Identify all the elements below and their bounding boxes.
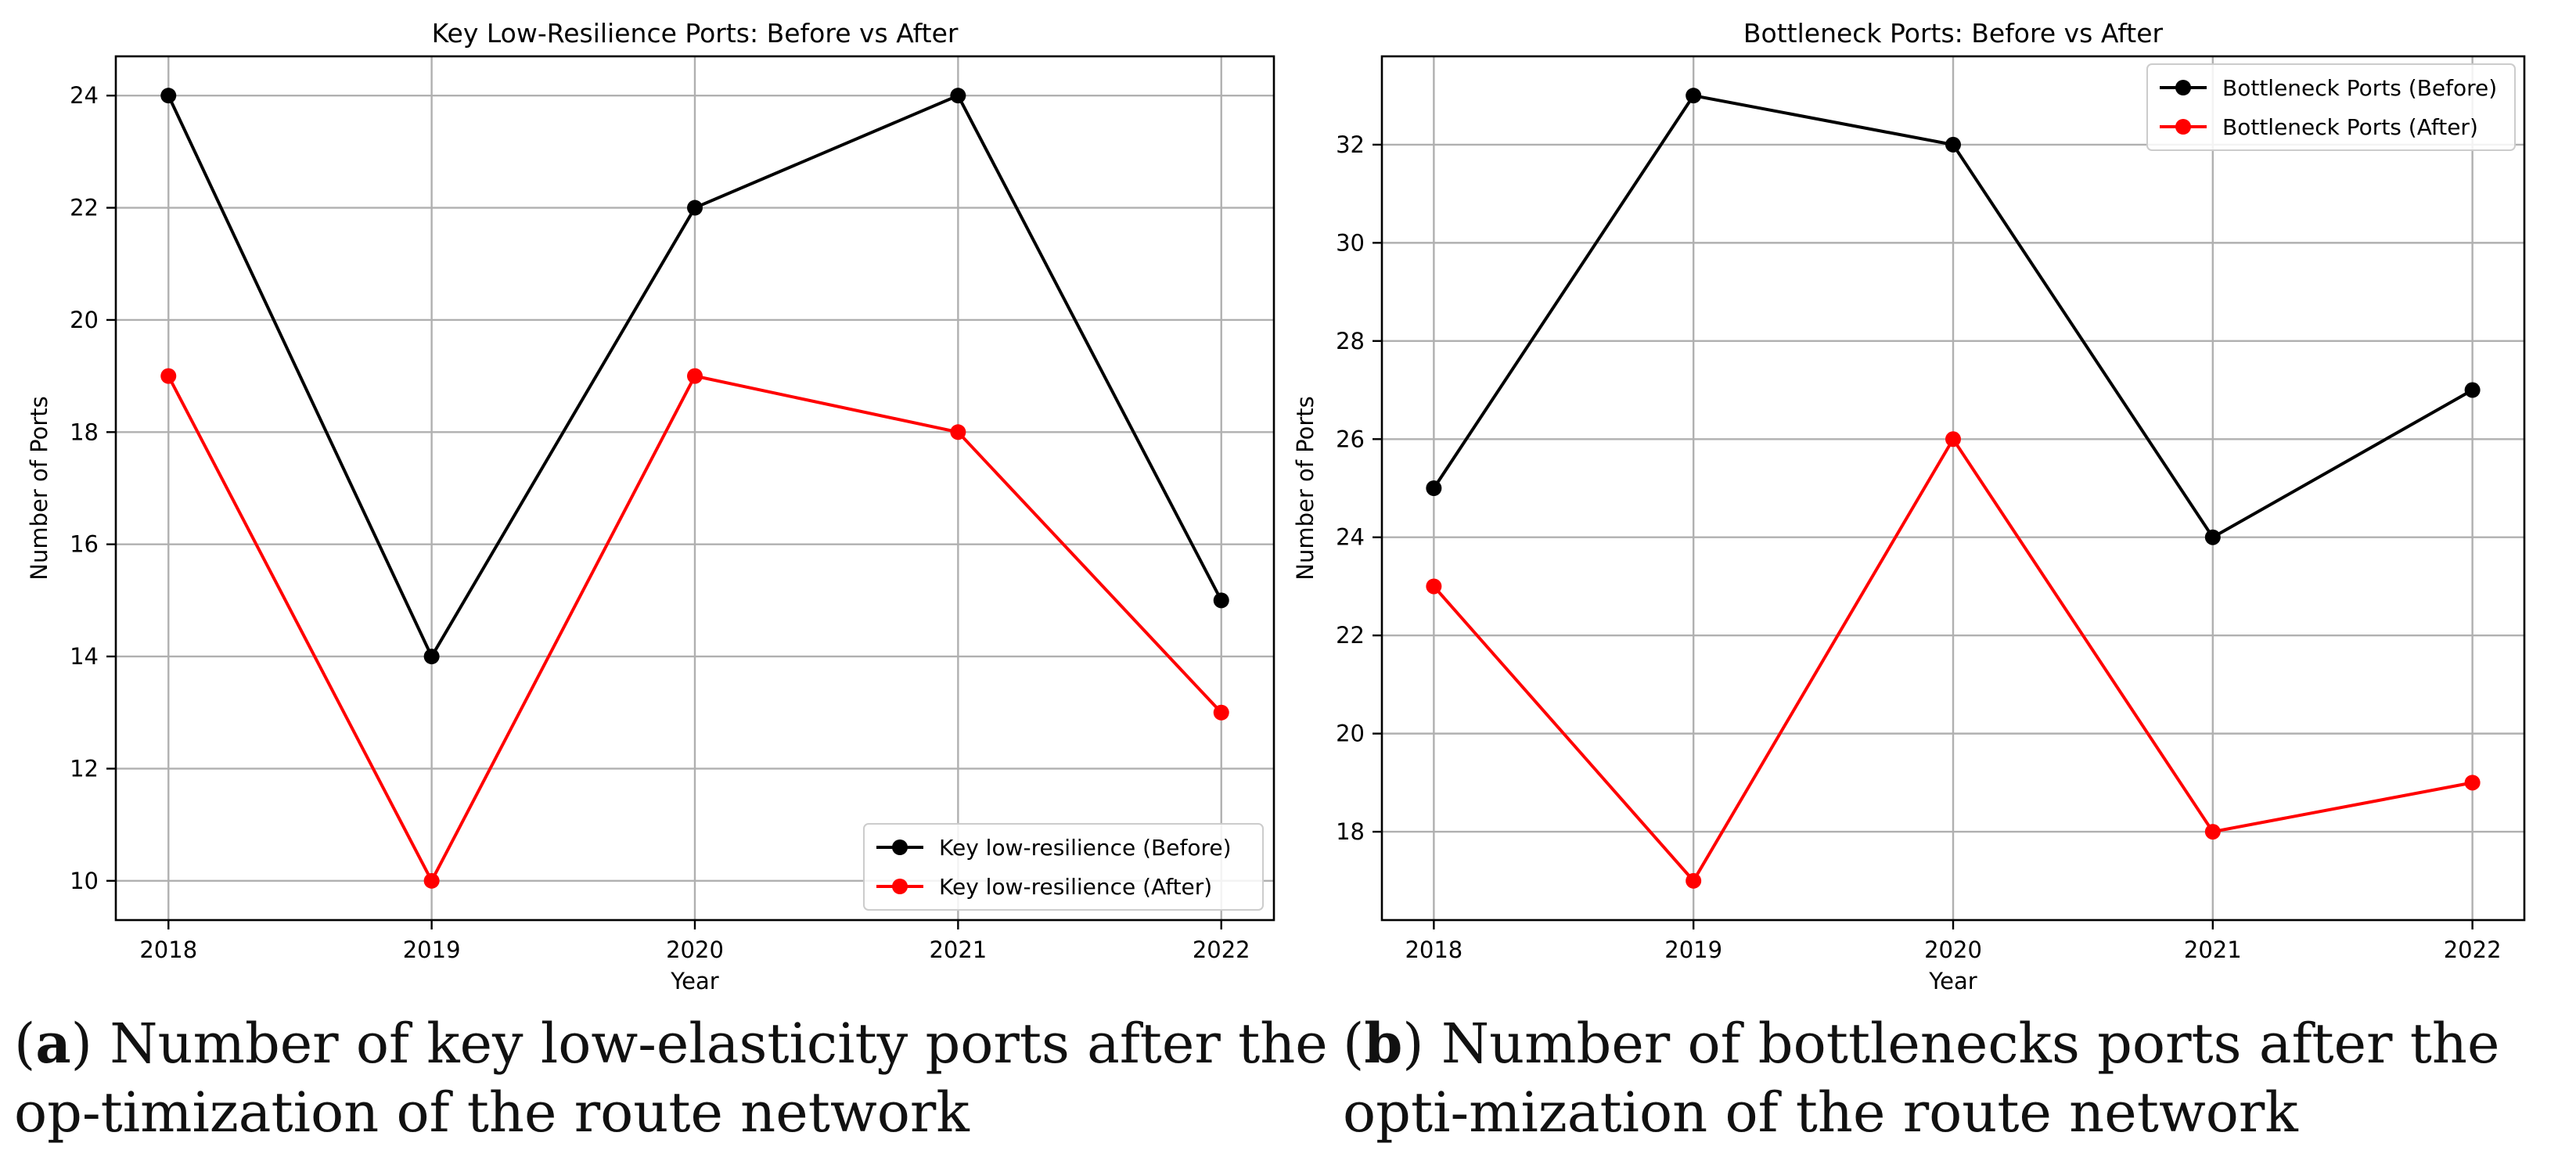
y-tick-label: 32 (1336, 131, 1365, 158)
legend-entry: Bottleneck Ports (After) (2222, 114, 2478, 140)
chart-title: Key Low-Resilience Ports: Before vs Afte… (432, 18, 959, 49)
data-point (1945, 431, 1961, 448)
data-point (2464, 775, 2481, 791)
data-point (423, 649, 440, 665)
caption-b-letter: b (1364, 1011, 1403, 1076)
y-tick-label: 20 (70, 307, 99, 333)
data-point (950, 88, 966, 104)
caption-a-letter: a (35, 1011, 71, 1076)
legend-swatch-marker (2175, 119, 2191, 135)
caption-b-text: Number of bottlenecks ports after the op… (1343, 1012, 2500, 1145)
chart-1: 2018 2019 2020 2021 20221012141618202224Key … (26, 18, 1275, 994)
x-axis-label: Year (1928, 968, 1977, 994)
y-tick-label: 16 (70, 531, 99, 558)
x-tick-label: 2020 (1924, 937, 1982, 963)
data-point (160, 88, 177, 104)
y-tick-label: 14 (70, 643, 99, 670)
x-tick-label: 2018 (139, 937, 197, 963)
legend-swatch-marker (892, 879, 908, 894)
x-tick-label: 2019 (403, 937, 461, 963)
data-point (2204, 824, 2221, 840)
data-point (1213, 704, 1229, 721)
legend-entry: Bottleneck Ports (Before) (2222, 75, 2497, 101)
legend-box (863, 823, 1264, 911)
y-tick-label: 24 (70, 82, 99, 109)
chart-title: Bottleneck Ports: Before vs After (1743, 18, 2164, 49)
x-tick-label: 2021 (2184, 937, 2242, 963)
x-tick-label: 2020 (666, 937, 724, 963)
x-tick-label: 2022 (2444, 937, 2502, 963)
caption-a-text: Number of key low-elasticity ports after… (14, 1012, 1328, 1145)
x-tick-label: 2018 (1405, 937, 1462, 963)
data-point (2464, 382, 2481, 398)
data-point (1686, 872, 1702, 889)
y-tick-label: 18 (1336, 818, 1365, 845)
x-axis-label: Year (670, 968, 718, 994)
legend-swatch-marker (892, 839, 908, 855)
caption-b: (b) Number of bottlenecks ports after th… (1343, 1011, 2500, 1145)
legend-entry: Key low-resilience (After) (939, 874, 1212, 900)
legend-entry: Key low-resilience (Before) (939, 835, 1232, 861)
data-point (160, 368, 177, 384)
data-point (1213, 592, 1229, 609)
data-point (1426, 480, 1442, 496)
y-tick-label: 22 (1336, 622, 1365, 649)
data-point (1426, 578, 1442, 595)
y-axis-label: Number of Ports (26, 396, 52, 580)
x-tick-label: 2022 (1193, 937, 1250, 963)
y-tick-label: 18 (70, 419, 99, 445)
legend-box (2146, 63, 2516, 151)
caption-a: (a) Number of key low-elasticity ports a… (14, 1011, 1328, 1145)
x-tick-label: 2019 (1664, 937, 1722, 963)
y-tick-label: 22 (70, 195, 99, 221)
y-tick-label: 26 (1336, 426, 1365, 452)
x-tick-label: 2021 (929, 937, 987, 963)
data-point (1686, 88, 1702, 104)
legend-swatch-marker (2175, 80, 2191, 95)
y-tick-label: 12 (70, 755, 99, 782)
data-point (950, 424, 966, 440)
figure: 2018 2019 2020 2021 20221012141618202224Key … (26, 18, 2526, 994)
y-tick-label: 20 (1336, 721, 1365, 747)
y-tick-label: 30 (1336, 229, 1365, 256)
data-point (2204, 529, 2221, 545)
data-point (1945, 136, 1961, 153)
y-axis-label: Number of Ports (1292, 396, 1319, 580)
y-tick-label: 10 (70, 868, 99, 894)
data-point (423, 872, 440, 889)
y-tick-label: 28 (1336, 328, 1365, 354)
data-point (687, 368, 703, 384)
data-point (687, 200, 703, 216)
y-tick-label: 24 (1336, 524, 1365, 551)
chart-2: 2018 2019 2020 2021 20221820222426283032Bott… (1292, 18, 2526, 994)
